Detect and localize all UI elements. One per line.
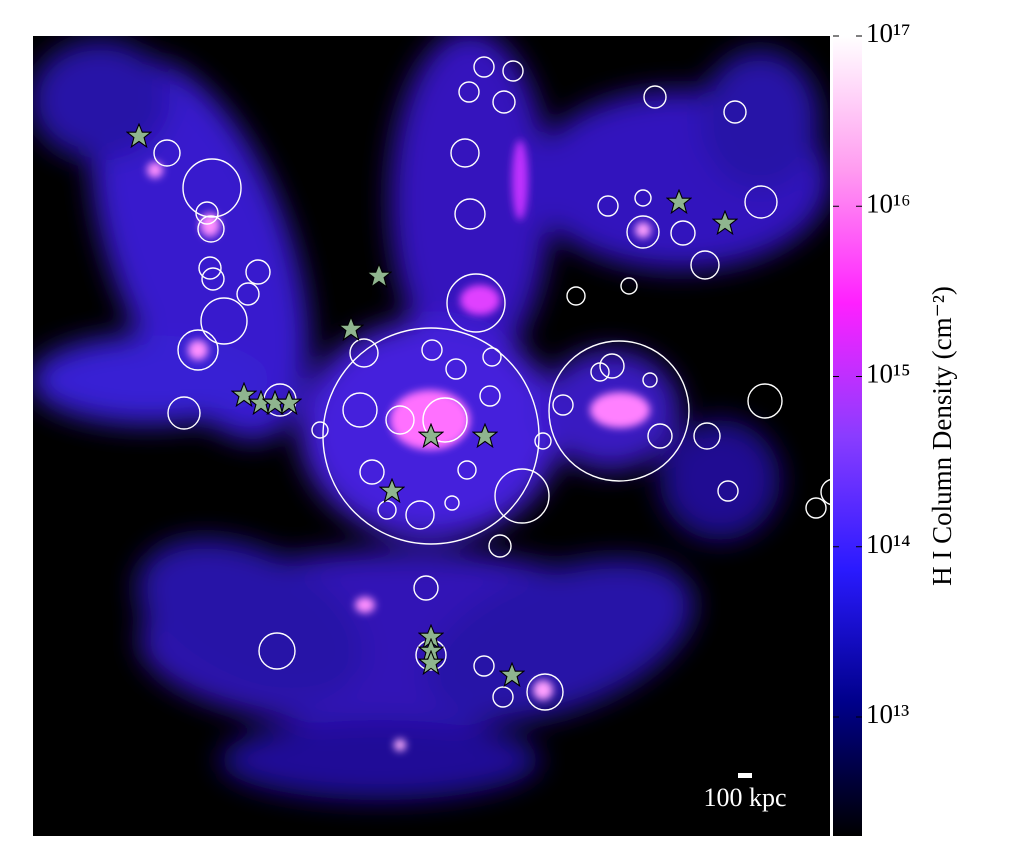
- colorbar-tick-label: 10¹⁴: [866, 529, 911, 559]
- colorbar-tick-label: 10¹³: [866, 699, 909, 729]
- column-density-map: [33, 36, 830, 800]
- colorbar: [833, 36, 862, 836]
- scale-bar-label: 100 kpc: [703, 783, 786, 812]
- colorbar-tick-label: 10¹⁵: [866, 359, 911, 389]
- scale-bar: [738, 773, 752, 778]
- dense-clumps: [147, 140, 651, 751]
- halo-circles: [153, 56, 830, 711]
- filaments: [33, 36, 830, 800]
- colorbar-label: H I Column Density (cm⁻²): [927, 286, 957, 586]
- colorbar-tick-label: 10¹⁷: [866, 18, 911, 48]
- colorbar-tick-label: 10¹⁶: [866, 188, 911, 218]
